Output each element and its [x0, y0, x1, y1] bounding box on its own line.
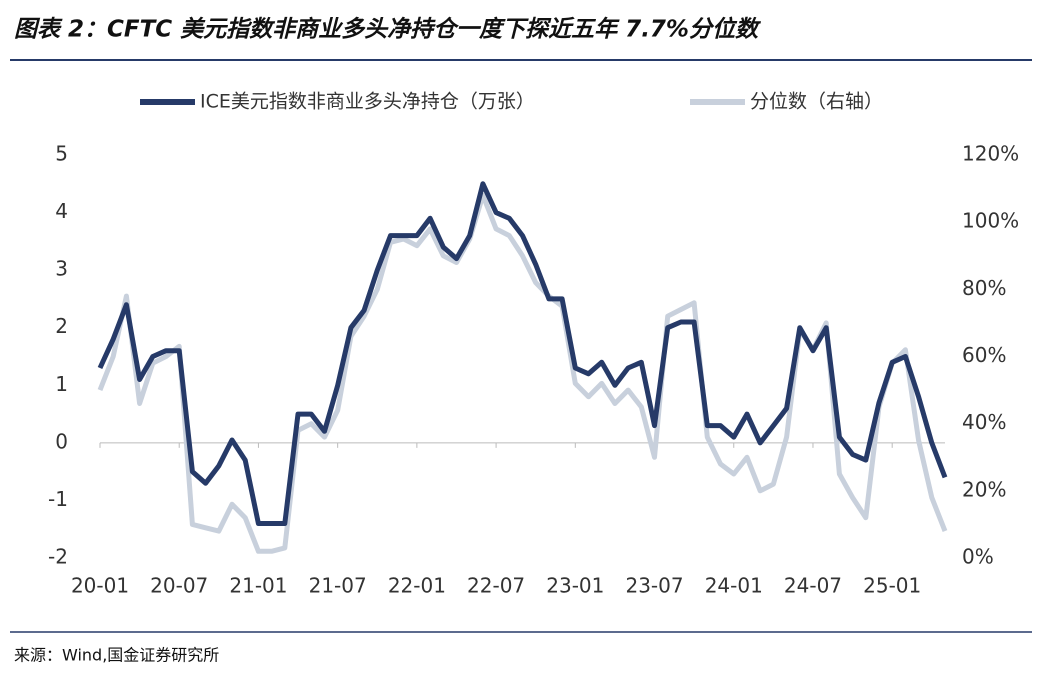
- y-tick-label: -2: [48, 545, 68, 569]
- x-tick-label: 20-07: [150, 574, 208, 598]
- y-tick-label: 1: [55, 372, 68, 396]
- x-tick-label: 20-01: [71, 574, 129, 598]
- y2-tick-label: 120%: [962, 142, 1019, 166]
- source: 来源：Wind,国金证券研究所: [14, 646, 219, 665]
- y2-tick-label: 60%: [962, 343, 1006, 367]
- x-tick-label: 25-01: [863, 574, 921, 598]
- chart-title: 图表 2：CFTC 美元指数非商业多头净持仓一度下探近五年 7.7%分位数: [14, 16, 762, 43]
- x-tick-label: 23-01: [546, 574, 604, 598]
- y-tick-label: -1: [48, 487, 68, 511]
- legend-label: 分位数（右轴）: [750, 91, 883, 113]
- y2-tick-label: 100%: [962, 209, 1019, 233]
- x-tick-label: 22-07: [467, 574, 525, 598]
- y-tick-label: 3: [55, 257, 68, 281]
- y-tick-label: 4: [55, 199, 68, 223]
- x-tick-label: 21-07: [309, 574, 367, 598]
- x-tick-label: 23-07: [625, 574, 683, 598]
- y2-tick-label: 20%: [962, 477, 1006, 501]
- y2-tick-label: 40%: [962, 410, 1006, 434]
- y-tick-label: 0: [55, 429, 68, 453]
- legend-label: ICE美元指数非商业多头净持仓（万张）: [200, 91, 535, 113]
- x-tick-label: 22-01: [388, 574, 446, 598]
- series-line: [97, 181, 948, 526]
- x-tick-label: 21-01: [229, 574, 287, 598]
- y-tick-label: 2: [55, 314, 68, 338]
- x-tick-label: 24-01: [705, 574, 763, 598]
- y2-tick-label: 0%: [962, 545, 994, 569]
- y2-tick-label: 80%: [962, 276, 1006, 300]
- series-line: [97, 192, 948, 554]
- y-tick-label: 5: [55, 142, 68, 166]
- x-tick-label: 24-07: [784, 574, 842, 598]
